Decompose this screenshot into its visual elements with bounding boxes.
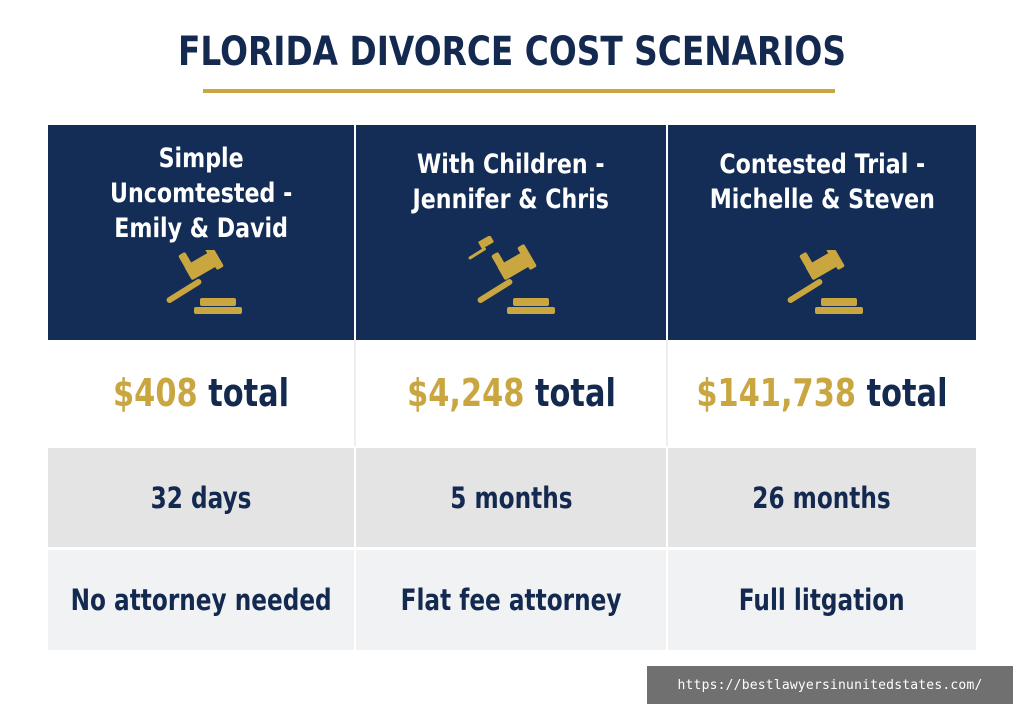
attorney-cell: Flat fee attorney xyxy=(356,550,668,650)
attorney-cell: Full litgation xyxy=(668,550,976,650)
attorney-cell: No attorney needed xyxy=(48,550,356,650)
scenario-header-contested: Contested Trial - Michelle & Steven xyxy=(668,125,976,340)
gavel-icon xyxy=(166,250,242,314)
gavel-icon xyxy=(787,250,863,314)
scenario-label: With Children - Jennifer & Chris xyxy=(412,149,610,215)
attorney-row: No attorney needed Flat fee attorney Ful… xyxy=(48,547,976,650)
attorney-text: No attorney needed xyxy=(70,583,332,617)
gavel-icon xyxy=(468,236,555,314)
attorney-text: Flat fee attorney xyxy=(400,583,622,617)
scenario-label: Simple Uncomtested - Emily & David xyxy=(109,143,293,244)
watermark-url: https://bestlawyersinunitedstates.com/ xyxy=(677,677,983,693)
watermark-url-box: https://bestlawyersinunitedstates.com/ xyxy=(647,666,1013,704)
duration-text: 32 days xyxy=(150,480,252,515)
cost-cell: $141,738 total xyxy=(668,340,976,446)
duration-cell: 26 months xyxy=(668,448,976,547)
cost-cell: $408 total xyxy=(48,340,356,446)
header-row: Simple Uncomtested - Emily & David With … xyxy=(48,125,976,340)
duration-cell: 5 months xyxy=(356,448,668,547)
duration-cell: 32 days xyxy=(48,448,356,547)
scenario-label: Contested Trial - Michelle & Steven xyxy=(709,149,935,215)
cost-suffix: total xyxy=(534,371,616,415)
cost-suffix: total xyxy=(866,371,948,415)
page-title: FLORIDA DIVORCE COST SCENARIOS xyxy=(177,29,847,75)
cost-cell: $4,248 total xyxy=(356,340,668,446)
cost-amount: $408 xyxy=(112,371,198,415)
duration-row: 32 days 5 months 26 months xyxy=(48,446,976,547)
cost-amount: $4,248 xyxy=(406,371,524,415)
attorney-text: Full litgation xyxy=(739,583,905,617)
cost-suffix: total xyxy=(208,371,290,415)
cost-row: $408 total $4,248 total $141,738 total xyxy=(48,340,976,446)
scenario-header-children: With Children - Jennifer & Chris xyxy=(356,125,668,340)
duration-text: 5 months xyxy=(449,480,573,515)
duration-text: 26 months xyxy=(752,480,892,515)
scenario-table: Simple Uncomtested - Emily & David With … xyxy=(48,125,976,650)
cost-amount: $141,738 xyxy=(696,371,857,415)
scenario-header-simple: Simple Uncomtested - Emily & David xyxy=(48,125,356,340)
title-underline xyxy=(203,89,835,93)
